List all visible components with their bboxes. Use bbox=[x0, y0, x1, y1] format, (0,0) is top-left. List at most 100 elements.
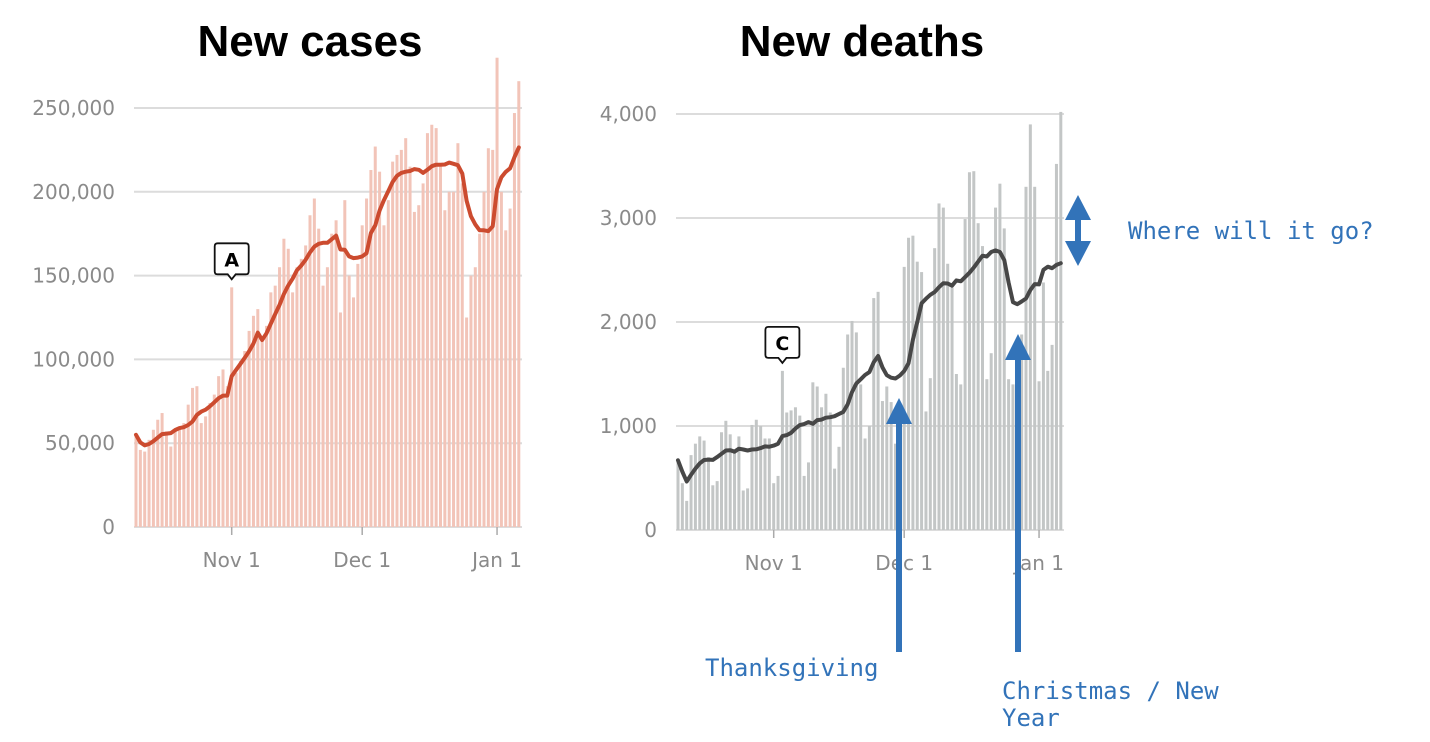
bar bbox=[689, 455, 693, 530]
bar bbox=[352, 297, 355, 527]
deaths-chart-title: New deaths bbox=[740, 17, 985, 66]
bar bbox=[828, 412, 832, 530]
bar bbox=[408, 166, 412, 527]
bar bbox=[456, 143, 460, 528]
bar bbox=[854, 332, 858, 530]
bar bbox=[195, 386, 199, 527]
bar bbox=[147, 439, 151, 527]
bar bbox=[373, 146, 377, 527]
annotations: Thanksgiving Christmas / New Year Where … bbox=[705, 195, 1374, 732]
bar bbox=[1046, 370, 1050, 530]
bar bbox=[169, 446, 173, 527]
bar bbox=[950, 287, 954, 530]
bar bbox=[941, 207, 945, 530]
x-tick-label: Nov 1 bbox=[203, 548, 261, 572]
bar bbox=[412, 211, 416, 528]
bar bbox=[243, 351, 247, 527]
bar bbox=[517, 81, 521, 528]
bar bbox=[391, 161, 395, 527]
bar bbox=[911, 235, 915, 530]
bar bbox=[833, 468, 837, 530]
y-tick-label: 0 bbox=[644, 518, 657, 542]
x-tick-label: Nov 1 bbox=[745, 551, 803, 575]
bar bbox=[160, 413, 164, 527]
bar bbox=[178, 426, 181, 527]
bar bbox=[750, 424, 754, 530]
bar bbox=[802, 475, 806, 530]
bar bbox=[811, 382, 815, 530]
bar bbox=[321, 285, 325, 527]
bar bbox=[186, 404, 190, 527]
bar bbox=[880, 401, 884, 530]
bar bbox=[763, 438, 767, 530]
bar bbox=[933, 248, 937, 530]
bar bbox=[343, 200, 347, 527]
bar bbox=[859, 384, 863, 530]
bar bbox=[967, 172, 971, 531]
bar bbox=[824, 393, 828, 530]
bar bbox=[846, 334, 850, 530]
bar bbox=[312, 198, 316, 527]
bar bbox=[234, 372, 238, 527]
bar bbox=[1050, 344, 1054, 530]
bar bbox=[378, 171, 382, 528]
bar bbox=[212, 394, 216, 527]
bar bbox=[915, 261, 919, 530]
bar bbox=[702, 440, 706, 530]
bar bbox=[924, 411, 928, 530]
average-line bbox=[676, 248, 1063, 484]
bar bbox=[465, 317, 469, 527]
bar bbox=[256, 309, 260, 527]
bar bbox=[469, 275, 473, 527]
bar bbox=[217, 376, 221, 527]
bar bbox=[134, 434, 138, 527]
bar bbox=[972, 171, 976, 530]
bar bbox=[265, 325, 268, 527]
bar bbox=[772, 483, 776, 530]
bar bbox=[430, 124, 434, 527]
bar bbox=[1002, 228, 1006, 530]
bar bbox=[260, 339, 264, 527]
bar bbox=[1059, 111, 1063, 531]
bar bbox=[286, 248, 290, 527]
bar bbox=[776, 475, 780, 530]
bar bbox=[508, 208, 512, 527]
bar bbox=[793, 407, 797, 530]
bar bbox=[452, 191, 456, 528]
bar bbox=[191, 387, 195, 527]
bar bbox=[1041, 282, 1045, 530]
bar bbox=[138, 449, 142, 527]
bar bbox=[278, 267, 282, 527]
bar bbox=[963, 219, 967, 531]
bar bbox=[706, 457, 710, 530]
bar bbox=[251, 315, 255, 527]
x-tick-label: Dec 1 bbox=[333, 548, 391, 572]
marker-label: C bbox=[775, 333, 789, 355]
bar bbox=[434, 128, 438, 527]
bar bbox=[698, 436, 702, 530]
marker-bubble bbox=[213, 242, 250, 281]
bar bbox=[780, 370, 784, 530]
bar bbox=[404, 138, 408, 527]
cases-chart-title: New cases bbox=[197, 17, 422, 66]
bar bbox=[330, 233, 334, 527]
bar bbox=[767, 438, 771, 530]
bar bbox=[693, 443, 697, 530]
bar bbox=[482, 191, 486, 528]
bar bbox=[443, 210, 447, 527]
bar bbox=[715, 481, 719, 530]
bar bbox=[299, 258, 303, 527]
bar bbox=[360, 225, 364, 527]
bar bbox=[920, 272, 924, 530]
y-tick-label: 200,000 bbox=[32, 180, 115, 204]
bar bbox=[994, 207, 998, 530]
bar bbox=[417, 205, 421, 527]
bar bbox=[1007, 379, 1011, 530]
bar bbox=[976, 223, 980, 530]
bar bbox=[789, 410, 793, 530]
bar bbox=[728, 434, 732, 530]
bar bbox=[720, 432, 723, 530]
bar bbox=[365, 198, 369, 527]
